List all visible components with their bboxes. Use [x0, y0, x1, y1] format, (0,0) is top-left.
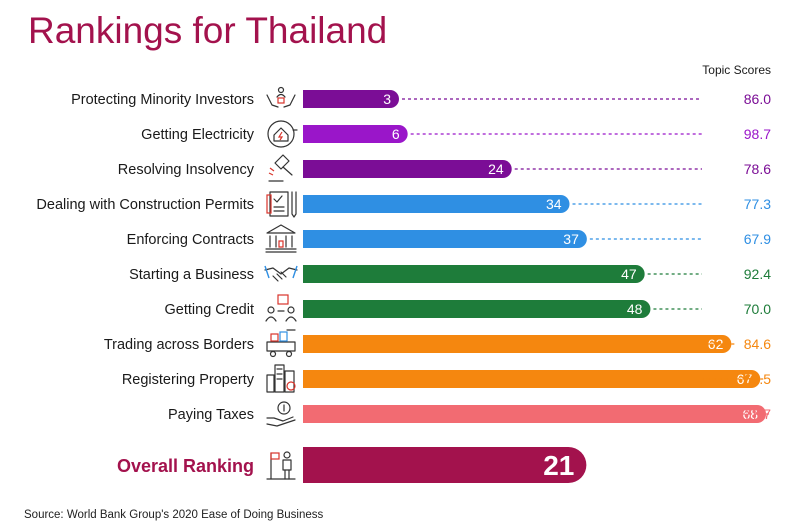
house-plug-icon: [267, 120, 298, 148]
topic-score: 84.6: [744, 336, 771, 352]
chart-row: Starting a Business 47 92.4: [129, 265, 771, 283]
rank-bar: [303, 265, 645, 283]
rank-value: 47: [621, 266, 637, 282]
city-buildings-icon: [266, 364, 296, 393]
rank-bar: [303, 370, 761, 388]
flag-person-icon: [266, 451, 296, 480]
category-label: Starting a Business: [129, 267, 254, 283]
rank-bar: [303, 160, 512, 178]
gavel-icon: [268, 154, 293, 182]
topic-score: 67.9: [744, 231, 771, 247]
rank-value: 3: [383, 91, 391, 107]
category-label: Dealing with Construction Permits: [36, 197, 254, 213]
rank-bar: [303, 230, 587, 248]
category-label: Trading across Borders: [104, 337, 254, 353]
chart-row: Dealing with Construction Permits 34 77.3: [36, 191, 771, 218]
rank-bar: [303, 195, 570, 213]
hands-people-icon: [266, 86, 296, 108]
hand-coin-icon: [266, 401, 296, 427]
rank-value: 24: [488, 161, 504, 177]
category-label: Registering Property: [122, 372, 255, 388]
category-label: Protecting Minority Investors: [71, 92, 254, 108]
overall-row: Overall Ranking 21: [117, 447, 587, 483]
category-label: Resolving Insolvency: [118, 162, 255, 178]
rank-value: 37: [563, 231, 579, 247]
courthouse-icon: [265, 224, 297, 253]
rank-bar: [303, 335, 732, 353]
topic-score: 98.7: [744, 126, 771, 142]
handshake-icon: [264, 265, 298, 282]
blueprint-icon: [266, 191, 297, 218]
people-money-icon: [265, 294, 297, 322]
chart-row: Resolving Insolvency 24 78.6: [118, 154, 771, 182]
category-label: Getting Credit: [165, 302, 254, 318]
rank-bar: [303, 125, 408, 143]
category-label: Enforcing Contracts: [127, 232, 254, 248]
chart-row: Getting Electricity 6 98.7: [141, 120, 771, 148]
page-title: Rankings for Thailand: [28, 10, 388, 51]
rank-value: 48: [627, 301, 643, 317]
rank-value: 6: [392, 126, 400, 142]
topic-score: 69.5: [744, 371, 771, 387]
rank-bar: [303, 300, 651, 318]
rank-bar: [303, 90, 399, 108]
rank-value: 34: [546, 196, 562, 212]
topic-score: 78.6: [744, 161, 771, 177]
overall-bar: [303, 447, 587, 483]
score-header: Topic Scores: [702, 63, 771, 77]
rank-bar: [303, 405, 767, 423]
category-label: Paying Taxes: [168, 407, 254, 423]
topic-score: 77.3: [744, 196, 771, 212]
topic-score: 70.0: [744, 301, 771, 317]
chart-row: Getting Credit 48 70.0: [165, 294, 771, 322]
chart-row: Protecting Minority Investors 3 86.0: [71, 86, 771, 108]
overall-label: Overall Ranking: [117, 456, 254, 476]
source-note: Source: World Bank Group's 2020 Ease of …: [24, 509, 324, 521]
topic-score: 86.0: [744, 91, 771, 107]
overall-rank-value: 21: [543, 450, 574, 481]
topic-score: 92.4: [744, 266, 771, 282]
category-label: Getting Electricity: [141, 127, 255, 143]
topic-score: 77.7: [744, 406, 771, 422]
chart-row: Trading across Borders 62 84.6: [104, 329, 771, 358]
truck-boxes-icon: [266, 329, 296, 358]
chart-row: Enforcing Contracts 37 67.9: [127, 224, 771, 253]
